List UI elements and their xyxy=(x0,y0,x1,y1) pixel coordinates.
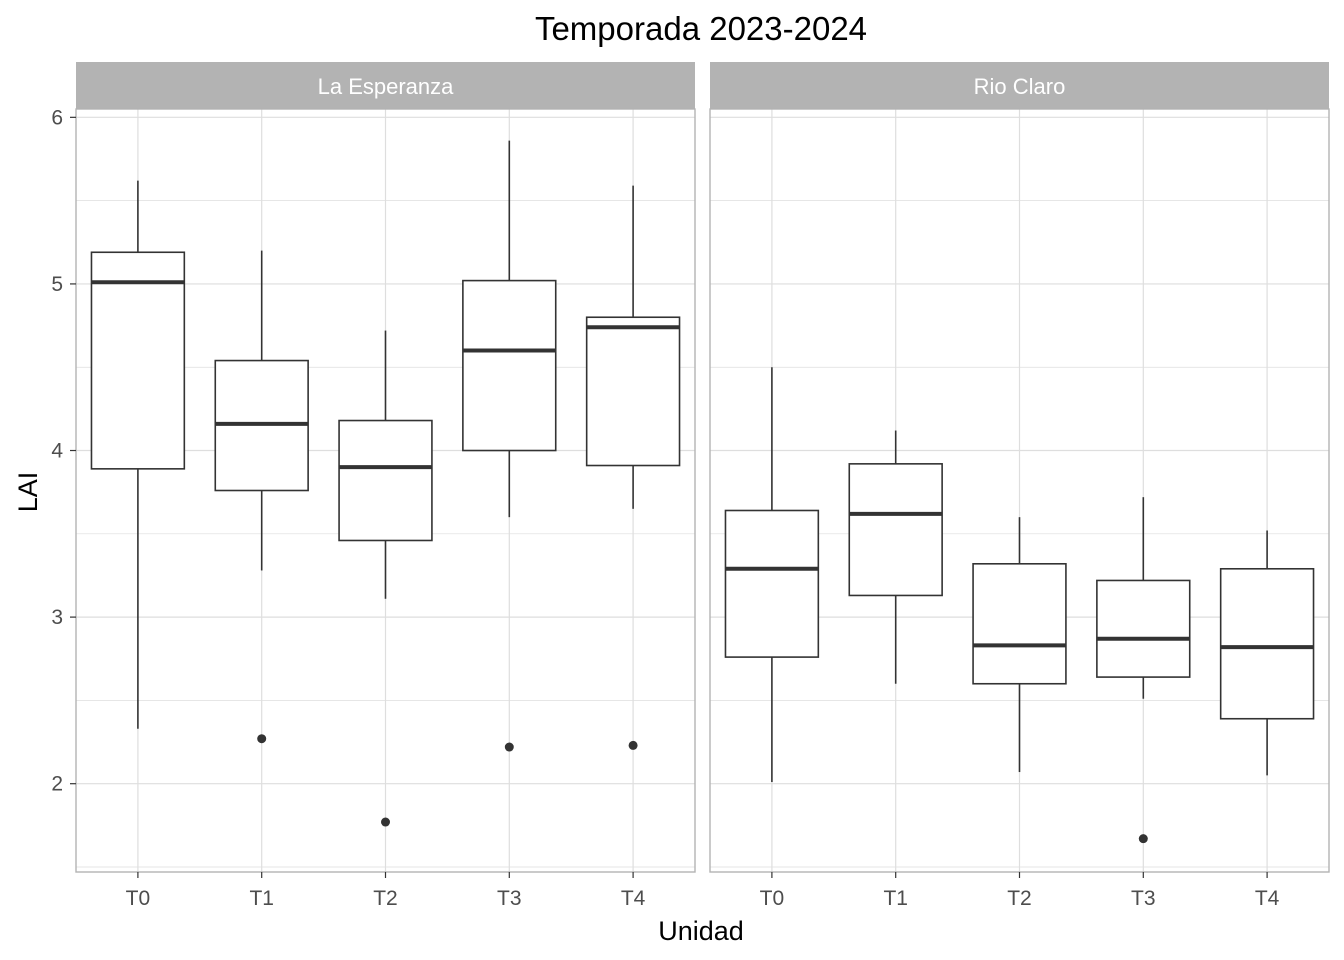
x-tick-label: T1 xyxy=(249,887,274,910)
y-tick-label: 3 xyxy=(51,606,63,629)
x-tick-label: T2 xyxy=(1007,887,1032,910)
y-tick-label: 4 xyxy=(51,440,63,463)
outlier-point xyxy=(628,740,638,750)
panel-strip-label: Rio Claro xyxy=(974,74,1066,99)
y-tick-label: 2 xyxy=(51,773,63,796)
box-iqr xyxy=(90,251,186,470)
panel-strip-label: La Esperanza xyxy=(318,74,455,99)
x-tick-label: T3 xyxy=(497,887,522,910)
x-tick-label: T0 xyxy=(760,887,785,910)
y-tick-label: 5 xyxy=(51,273,63,296)
x-tick-label: T4 xyxy=(621,887,646,910)
panel-0: La Esperanza T0 T1 T2 T3 T4 xyxy=(75,62,696,910)
box-iqr xyxy=(1219,567,1315,720)
x-axis-title: Unidad xyxy=(658,916,744,946)
box-T2 xyxy=(972,517,1067,773)
box-T4 xyxy=(585,185,681,750)
box-iqr xyxy=(724,509,820,658)
box-iqr xyxy=(338,419,433,542)
outlier-point xyxy=(1138,834,1148,844)
panels: La Esperanza T0 T1 T2 T3 T4 Rio Claro T0 T1 T2 T3 T… xyxy=(75,62,1330,910)
y-axis-title: LAI xyxy=(13,472,43,513)
box-iqr xyxy=(585,316,681,467)
box-T2 xyxy=(338,330,433,827)
panel-strip xyxy=(76,62,695,109)
outlier-point xyxy=(257,734,267,744)
box-iqr xyxy=(972,563,1067,685)
x-tick-label: T1 xyxy=(883,887,908,910)
panel-strip xyxy=(710,62,1329,109)
box-T0 xyxy=(724,367,820,783)
outlier-point xyxy=(504,742,514,752)
y-tick-label: 6 xyxy=(51,106,63,129)
outlier-point xyxy=(381,817,390,827)
box-T3 xyxy=(462,140,557,752)
x-tick-label: T2 xyxy=(373,887,398,910)
box-T1 xyxy=(214,250,309,744)
x-tick-label: T3 xyxy=(1131,887,1156,910)
box-T1 xyxy=(848,430,943,684)
box-T3 xyxy=(1096,497,1191,844)
chart-title: Temporada 2023-2024 xyxy=(535,10,867,47)
box-iqr xyxy=(1096,579,1191,678)
x-tick-label: T0 xyxy=(126,887,151,910)
box-T4 xyxy=(1219,530,1315,776)
y-axis: 2 3 4 5 6 xyxy=(51,106,76,796)
box-iqr xyxy=(462,279,557,452)
panel-1: Rio Claro T0 T1 T2 T3 T4 xyxy=(709,62,1330,910)
box-T0 xyxy=(90,180,186,729)
x-tick-label: T4 xyxy=(1255,887,1280,910)
box-iqr xyxy=(848,463,943,597)
